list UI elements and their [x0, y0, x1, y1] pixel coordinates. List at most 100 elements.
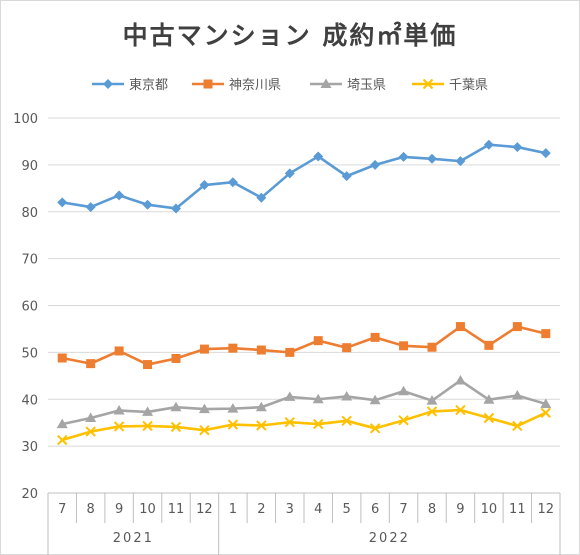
legend-marker [320, 78, 332, 88]
chart-title: 中古マンション 成約㎡単価 [123, 21, 458, 50]
legend-label: 埼玉県 [347, 78, 386, 93]
legend-marker [422, 78, 434, 90]
data-point [369, 394, 381, 405]
y-tick-label: 40 [21, 393, 38, 408]
data-point [341, 415, 352, 427]
x-tick-label: 9 [115, 502, 123, 517]
data-point [142, 406, 154, 416]
data-point [256, 192, 267, 203]
data-point [483, 394, 495, 404]
x-tick-label: 7 [58, 502, 66, 517]
data-point [370, 159, 381, 170]
data-point [540, 398, 552, 408]
x-tick-label: 7 [399, 502, 407, 517]
data-point [284, 391, 296, 401]
data-point [341, 390, 353, 401]
y-tick-label: 30 [21, 440, 38, 455]
data-point [512, 142, 523, 153]
data-point [255, 401, 267, 412]
legend-label: 神奈川県 [229, 78, 281, 93]
series-1 [57, 139, 551, 214]
data-point [227, 403, 239, 413]
series-line [61, 408, 547, 442]
data-point [198, 403, 210, 414]
data-point [427, 153, 437, 164]
data-point [170, 421, 182, 433]
legend-marker [203, 79, 213, 89]
series-line [61, 325, 547, 366]
x-tick-label: 11 [168, 502, 185, 517]
data-point [256, 420, 267, 431]
data-point [342, 343, 352, 353]
data-point [256, 345, 266, 355]
legend-item: 埼玉県 [310, 78, 386, 93]
data-point [455, 404, 466, 416]
data-point [455, 322, 465, 332]
data-point [313, 336, 323, 346]
data-point [484, 340, 494, 350]
data-point [285, 347, 295, 357]
data-point [85, 426, 96, 437]
series-layer [56, 139, 552, 446]
x-tick-label: 12 [538, 502, 555, 517]
data-point [228, 343, 238, 353]
x-tick-label: 8 [87, 502, 95, 517]
year-label: 2021 [113, 531, 154, 546]
data-point [227, 177, 238, 188]
series-3 [56, 375, 552, 429]
series-line [62, 143, 547, 210]
x-tick-label: 5 [343, 502, 351, 517]
data-point [313, 151, 324, 162]
y-tick-label: 70 [21, 253, 38, 268]
data-point [483, 412, 495, 424]
data-point [511, 390, 523, 400]
data-point [313, 418, 324, 430]
x-tick-label: 2 [257, 502, 265, 517]
data-point [312, 393, 324, 404]
data-point [426, 395, 438, 405]
data-point [483, 139, 494, 150]
x-tick-label: 6 [371, 502, 379, 517]
legend-item: 神奈川県 [192, 78, 281, 93]
data-point [57, 353, 67, 363]
data-point [142, 420, 153, 432]
data-point [398, 415, 409, 426]
data-point [113, 421, 125, 432]
y-axis-ticks: 20 30 40 50 60 70 80 90 100 [13, 112, 38, 502]
x-tick-label: 10 [481, 502, 498, 517]
data-point [143, 360, 153, 370]
data-point [427, 342, 437, 352]
series-line [61, 379, 547, 426]
data-point [284, 417, 295, 428]
year-label: 2022 [369, 531, 410, 546]
series-4 [57, 404, 551, 446]
data-point [541, 329, 551, 339]
data-point [142, 199, 153, 210]
legend-label: 東京都 [129, 77, 168, 93]
data-point [85, 412, 97, 422]
data-point [426, 406, 438, 417]
data-point [341, 171, 352, 182]
y-tick-label: 80 [21, 206, 38, 221]
data-point [113, 405, 125, 415]
x-tick-label: 11 [509, 502, 526, 517]
y-tick-label: 100 [13, 112, 38, 127]
x-tick-label: 9 [456, 502, 464, 517]
data-point [370, 332, 380, 342]
legend-label: 千葉県 [449, 78, 488, 93]
series-2 [57, 322, 551, 370]
data-point [114, 190, 125, 201]
y-tick-label: 20 [21, 487, 38, 502]
data-point [57, 434, 68, 446]
data-point [85, 202, 96, 213]
y-tick-label: 60 [21, 300, 38, 315]
data-point [512, 322, 522, 332]
data-point [170, 401, 182, 412]
data-point [86, 359, 96, 369]
y-tick-label: 50 [21, 346, 38, 361]
legend-marker [103, 79, 113, 89]
data-point [398, 385, 410, 396]
data-point [540, 148, 551, 159]
legend-item: 東京都 [92, 77, 168, 93]
